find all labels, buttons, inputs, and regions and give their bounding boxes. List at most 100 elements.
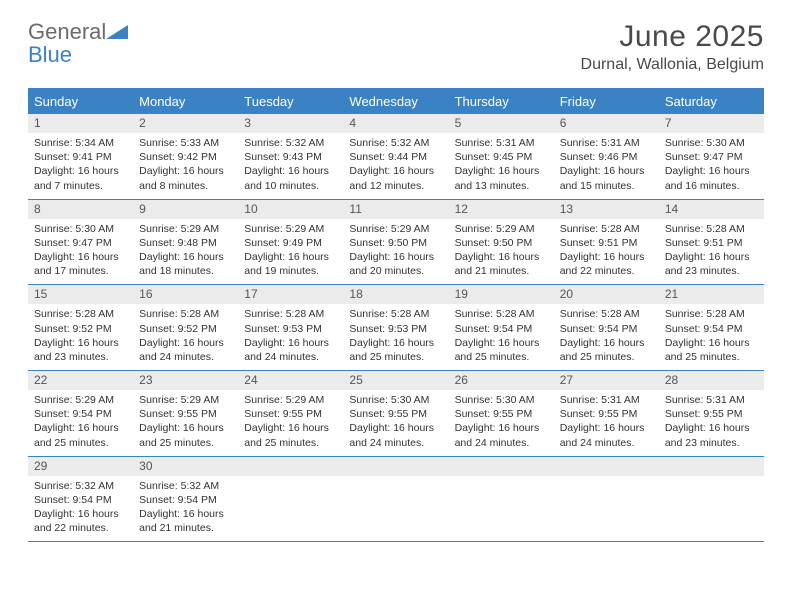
- day2-text: and 21 minutes.: [455, 264, 548, 278]
- day2-text: and 25 minutes.: [665, 350, 758, 364]
- day2-text: and 21 minutes.: [139, 521, 232, 535]
- weekday-sunday: Sunday: [28, 90, 133, 114]
- day2-text: and 13 minutes.: [455, 179, 548, 193]
- day2-text: and 23 minutes.: [34, 350, 127, 364]
- day-cell: 8Sunrise: 5:30 AMSunset: 9:47 PMDaylight…: [28, 200, 133, 285]
- day1-text: Daylight: 16 hours: [560, 336, 653, 350]
- day-number: 29: [28, 457, 133, 476]
- day-number: 10: [238, 200, 343, 219]
- page-header: General Blue June 2025 Durnal, Wallonia,…: [28, 20, 764, 74]
- sunrise-text: Sunrise: 5:29 AM: [244, 393, 337, 407]
- day-cell: 18Sunrise: 5:28 AMSunset: 9:53 PMDayligh…: [343, 285, 448, 370]
- day-number: 17: [238, 285, 343, 304]
- day1-text: Daylight: 16 hours: [139, 507, 232, 521]
- day-number: 2: [133, 114, 238, 133]
- day2-text: and 25 minutes.: [349, 350, 442, 364]
- sunset-text: Sunset: 9:52 PM: [139, 322, 232, 336]
- day2-text: and 18 minutes.: [139, 264, 232, 278]
- sunrise-text: Sunrise: 5:32 AM: [34, 479, 127, 493]
- day2-text: and 25 minutes.: [560, 350, 653, 364]
- sunset-text: Sunset: 9:48 PM: [139, 236, 232, 250]
- day1-text: Daylight: 16 hours: [34, 250, 127, 264]
- day-cell: 27Sunrise: 5:31 AMSunset: 9:55 PMDayligh…: [554, 371, 659, 456]
- sunrise-text: Sunrise: 5:29 AM: [34, 393, 127, 407]
- sunset-text: Sunset: 9:45 PM: [455, 150, 548, 164]
- day-cell: 15Sunrise: 5:28 AMSunset: 9:52 PMDayligh…: [28, 285, 133, 370]
- sunset-text: Sunset: 9:55 PM: [665, 407, 758, 421]
- day-number: [659, 457, 764, 476]
- day-number: 21: [659, 285, 764, 304]
- sunset-text: Sunset: 9:50 PM: [349, 236, 442, 250]
- day-cell: 4Sunrise: 5:32 AMSunset: 9:44 PMDaylight…: [343, 114, 448, 199]
- day-number: 5: [449, 114, 554, 133]
- sunrise-text: Sunrise: 5:31 AM: [455, 136, 548, 150]
- day-number: 27: [554, 371, 659, 390]
- day-number: [238, 457, 343, 476]
- day-cell: 3Sunrise: 5:32 AMSunset: 9:43 PMDaylight…: [238, 114, 343, 199]
- day2-text: and 22 minutes.: [34, 521, 127, 535]
- sunrise-text: Sunrise: 5:29 AM: [455, 222, 548, 236]
- empty-day-cell: [449, 457, 554, 542]
- day-cell: 14Sunrise: 5:28 AMSunset: 9:51 PMDayligh…: [659, 200, 764, 285]
- sunset-text: Sunset: 9:54 PM: [560, 322, 653, 336]
- week-row: 15Sunrise: 5:28 AMSunset: 9:52 PMDayligh…: [28, 285, 764, 371]
- day-cell: 26Sunrise: 5:30 AMSunset: 9:55 PMDayligh…: [449, 371, 554, 456]
- sunset-text: Sunset: 9:50 PM: [455, 236, 548, 250]
- day-number: 13: [554, 200, 659, 219]
- sunrise-text: Sunrise: 5:28 AM: [244, 307, 337, 321]
- sunset-text: Sunset: 9:53 PM: [349, 322, 442, 336]
- day-number: 3: [238, 114, 343, 133]
- day-cell: 21Sunrise: 5:28 AMSunset: 9:54 PMDayligh…: [659, 285, 764, 370]
- day-number: 18: [343, 285, 448, 304]
- day-number: 23: [133, 371, 238, 390]
- calendar: Sunday Monday Tuesday Wednesday Thursday…: [28, 88, 764, 542]
- day-cell: 24Sunrise: 5:29 AMSunset: 9:55 PMDayligh…: [238, 371, 343, 456]
- day-cell: 11Sunrise: 5:29 AMSunset: 9:50 PMDayligh…: [343, 200, 448, 285]
- title-block: June 2025 Durnal, Wallonia, Belgium: [581, 20, 764, 74]
- day1-text: Daylight: 16 hours: [560, 421, 653, 435]
- logo-text: General Blue: [28, 20, 128, 66]
- day-number: 25: [343, 371, 448, 390]
- day-number: 1: [28, 114, 133, 133]
- day2-text: and 25 minutes.: [455, 350, 548, 364]
- week-row: 29Sunrise: 5:32 AMSunset: 9:54 PMDayligh…: [28, 457, 764, 543]
- day2-text: and 23 minutes.: [665, 264, 758, 278]
- day2-text: and 24 minutes.: [455, 436, 548, 450]
- sunrise-text: Sunrise: 5:30 AM: [349, 393, 442, 407]
- day-number: 24: [238, 371, 343, 390]
- week-row: 8Sunrise: 5:30 AMSunset: 9:47 PMDaylight…: [28, 200, 764, 286]
- day-number: 26: [449, 371, 554, 390]
- day1-text: Daylight: 16 hours: [244, 421, 337, 435]
- day2-text: and 8 minutes.: [139, 179, 232, 193]
- weekday-friday: Friday: [554, 90, 659, 114]
- sunrise-text: Sunrise: 5:31 AM: [560, 136, 653, 150]
- sunset-text: Sunset: 9:47 PM: [34, 236, 127, 250]
- day1-text: Daylight: 16 hours: [139, 164, 232, 178]
- sunset-text: Sunset: 9:55 PM: [349, 407, 442, 421]
- day-cell: 20Sunrise: 5:28 AMSunset: 9:54 PMDayligh…: [554, 285, 659, 370]
- sunrise-text: Sunrise: 5:32 AM: [349, 136, 442, 150]
- logo-word-2: Blue: [28, 42, 72, 67]
- sunset-text: Sunset: 9:47 PM: [665, 150, 758, 164]
- location-text: Durnal, Wallonia, Belgium: [581, 56, 764, 74]
- day2-text: and 25 minutes.: [244, 436, 337, 450]
- day-cell: 10Sunrise: 5:29 AMSunset: 9:49 PMDayligh…: [238, 200, 343, 285]
- day-cell: 25Sunrise: 5:30 AMSunset: 9:55 PMDayligh…: [343, 371, 448, 456]
- sunrise-text: Sunrise: 5:29 AM: [244, 222, 337, 236]
- weekday-saturday: Saturday: [659, 90, 764, 114]
- day1-text: Daylight: 16 hours: [349, 250, 442, 264]
- day2-text: and 22 minutes.: [560, 264, 653, 278]
- day2-text: and 16 minutes.: [665, 179, 758, 193]
- logo-triangle-icon: [106, 20, 128, 43]
- sunset-text: Sunset: 9:42 PM: [139, 150, 232, 164]
- day-cell: 7Sunrise: 5:30 AMSunset: 9:47 PMDaylight…: [659, 114, 764, 199]
- sunset-text: Sunset: 9:46 PM: [560, 150, 653, 164]
- day1-text: Daylight: 16 hours: [139, 421, 232, 435]
- day1-text: Daylight: 16 hours: [455, 164, 548, 178]
- empty-day-cell: [659, 457, 764, 542]
- day1-text: Daylight: 16 hours: [244, 250, 337, 264]
- day2-text: and 25 minutes.: [34, 436, 127, 450]
- weekday-header-row: Sunday Monday Tuesday Wednesday Thursday…: [28, 90, 764, 114]
- sunset-text: Sunset: 9:51 PM: [560, 236, 653, 250]
- weekday-thursday: Thursday: [449, 90, 554, 114]
